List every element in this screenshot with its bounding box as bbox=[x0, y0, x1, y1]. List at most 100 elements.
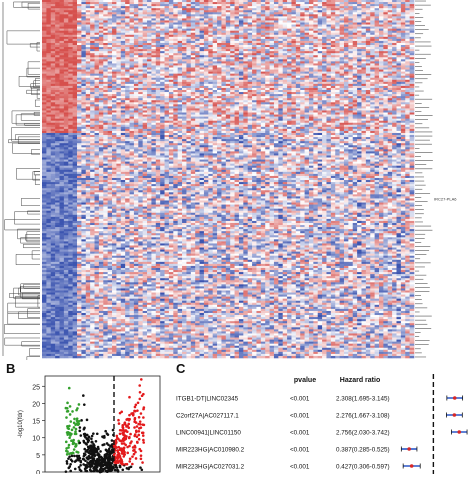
heatmap-cell bbox=[77, 55, 82, 57]
heatmap-cell bbox=[335, 65, 340, 67]
heatmap-cell bbox=[326, 33, 331, 35]
heatmap-cell bbox=[243, 16, 248, 18]
heatmap-cell bbox=[108, 31, 113, 33]
heatmap-cell bbox=[173, 63, 178, 65]
heatmap-cell bbox=[353, 110, 358, 112]
heatmap-cell bbox=[143, 27, 148, 29]
heatmap-cell bbox=[64, 88, 69, 90]
heatmap-cell bbox=[147, 92, 152, 94]
heatmap-cell bbox=[103, 115, 108, 117]
heatmap-cell bbox=[396, 94, 401, 96]
heatmap-cell bbox=[217, 16, 222, 18]
heatmap-cell bbox=[46, 41, 51, 43]
heatmap-cell bbox=[348, 35, 353, 37]
heatmap-cell bbox=[230, 14, 235, 16]
heatmap-cell bbox=[173, 84, 178, 86]
heatmap-cell bbox=[248, 55, 253, 57]
heatmap-cell bbox=[283, 94, 288, 96]
heatmap-cell bbox=[287, 80, 292, 82]
heatmap-cell bbox=[138, 29, 143, 31]
heatmap-cell bbox=[322, 68, 327, 70]
heatmap-cell bbox=[160, 63, 165, 65]
heatmap-cell bbox=[326, 2, 331, 4]
heatmap-cell bbox=[64, 37, 69, 39]
heatmap-cell bbox=[375, 37, 380, 39]
heatmap-cell bbox=[248, 23, 253, 25]
heatmap-cell bbox=[248, 57, 253, 59]
heatmap-cell bbox=[379, 55, 384, 57]
heatmap-cell bbox=[261, 96, 266, 98]
heatmap-cell bbox=[248, 110, 253, 112]
heatmap-cell bbox=[370, 100, 375, 102]
heatmap-cell bbox=[248, 51, 253, 53]
heatmap-cell bbox=[42, 108, 47, 110]
heatmap-cell bbox=[243, 20, 248, 22]
heatmap-cell bbox=[86, 20, 91, 22]
heatmap-cell bbox=[143, 72, 148, 74]
heatmap-cell bbox=[370, 115, 375, 117]
heatmap-cell bbox=[138, 78, 143, 80]
heatmap-cell bbox=[134, 80, 139, 82]
heatmap-cell bbox=[182, 20, 187, 22]
heatmap-cell bbox=[309, 113, 314, 115]
heatmap-cell bbox=[64, 41, 69, 43]
heatmap-cell bbox=[60, 90, 65, 92]
heatmap-cell bbox=[383, 100, 388, 102]
heatmap-cell bbox=[305, 96, 310, 98]
heatmap-cell bbox=[270, 47, 275, 49]
heatmap-cell bbox=[270, 2, 275, 4]
heatmap-cell bbox=[121, 4, 126, 6]
heatmap-cell bbox=[173, 115, 178, 117]
heatmap-cell bbox=[42, 18, 47, 20]
heatmap-cell bbox=[217, 33, 222, 35]
heatmap-cell bbox=[388, 108, 393, 110]
heatmap-cell bbox=[278, 57, 283, 59]
heatmap-cell bbox=[274, 35, 279, 37]
heatmap-cell bbox=[204, 10, 209, 12]
heatmap-cell bbox=[108, 68, 113, 70]
heatmap-cell bbox=[261, 106, 266, 108]
heatmap-cell bbox=[401, 63, 406, 65]
heatmap-cell bbox=[147, 90, 152, 92]
heatmap-cell bbox=[248, 106, 253, 108]
heatmap-cell bbox=[283, 47, 288, 49]
heatmap-cell bbox=[353, 57, 358, 59]
heatmap-cell bbox=[191, 20, 196, 22]
heatmap-cell bbox=[357, 4, 362, 6]
heatmap-cell bbox=[226, 108, 231, 110]
heatmap-cell bbox=[353, 59, 358, 61]
heatmap-cell bbox=[357, 86, 362, 88]
heatmap-cell bbox=[370, 55, 375, 57]
heatmap-cell bbox=[156, 88, 161, 90]
heatmap-cell bbox=[221, 84, 226, 86]
heatmap-cell bbox=[51, 55, 56, 57]
heatmap-cell bbox=[103, 47, 108, 49]
dendrogram-branch bbox=[27, 90, 40, 94]
heatmap-cell bbox=[370, 53, 375, 55]
heatmap-cell bbox=[165, 14, 170, 16]
heatmap-cell bbox=[305, 12, 310, 14]
heatmap-cell bbox=[169, 65, 174, 67]
heatmap-cell bbox=[86, 78, 91, 80]
heatmap-cell bbox=[99, 86, 104, 88]
heatmap-cell bbox=[182, 25, 187, 27]
heatmap-cell bbox=[73, 63, 78, 65]
heatmap-cell bbox=[64, 63, 69, 65]
heatmap-cell bbox=[42, 10, 47, 12]
heatmap-cell bbox=[230, 51, 235, 53]
heatmap-cell bbox=[77, 68, 82, 70]
heatmap-cell bbox=[134, 10, 139, 12]
heatmap-cell bbox=[318, 63, 323, 65]
heatmap-cell bbox=[243, 37, 248, 39]
heatmap-cell bbox=[178, 98, 183, 100]
heatmap-cell bbox=[326, 47, 331, 49]
heatmap-cell bbox=[331, 76, 336, 78]
heatmap-cell bbox=[182, 65, 187, 67]
heatmap-cell bbox=[169, 37, 174, 39]
heatmap-cell bbox=[256, 51, 261, 53]
heatmap-cell bbox=[125, 76, 130, 78]
heatmap-cell bbox=[265, 86, 270, 88]
heatmap-cell bbox=[410, 65, 415, 67]
heatmap-cell bbox=[73, 6, 78, 8]
heatmap-cell bbox=[366, 110, 371, 112]
